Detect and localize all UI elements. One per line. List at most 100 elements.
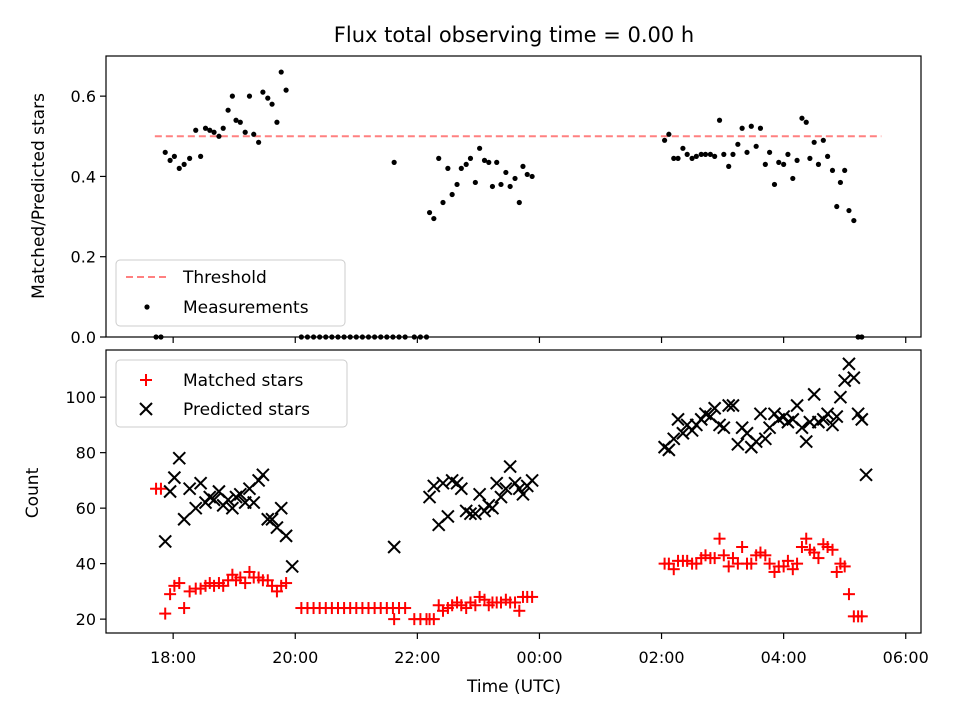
predicted-star-point bbox=[499, 482, 513, 496]
predicted-legend-label: Predicted stars bbox=[183, 400, 310, 420]
count-legend: Matched stars Predicted stars bbox=[115, 359, 348, 428]
count-y-tick-label: 60 bbox=[76, 499, 96, 518]
ratio-legend-box bbox=[115, 259, 346, 327]
measurement-point bbox=[202, 125, 209, 131]
threshold-legend-label: Threshold bbox=[182, 268, 267, 288]
matched-star-point bbox=[159, 607, 172, 620]
measurement-point bbox=[842, 167, 848, 174]
chart-title: Flux total observing time = 0.00 h bbox=[334, 23, 694, 47]
measurement-point bbox=[463, 161, 469, 167]
count-y-ticks: 20 40 60 80 100 bbox=[65, 388, 106, 629]
predicted-star-point bbox=[274, 501, 288, 515]
predicted-star-point bbox=[749, 434, 763, 449]
predicted-star-point bbox=[182, 482, 197, 496]
measurement-point bbox=[283, 87, 289, 93]
measurement-point bbox=[790, 175, 796, 182]
predicted-star-point bbox=[207, 493, 221, 507]
measurement-point bbox=[661, 137, 668, 143]
count-x-tick-label: 00:00 bbox=[516, 648, 562, 667]
measurement-point bbox=[220, 125, 226, 131]
matched-star-point bbox=[164, 588, 177, 601]
ratio-y-tick-label: 0.4 bbox=[71, 167, 96, 186]
matched-star-point bbox=[800, 532, 813, 545]
count-x-tick-label: 20:00 bbox=[272, 648, 318, 667]
measurement-point bbox=[671, 155, 677, 161]
measurements-legend-swatch bbox=[144, 304, 150, 310]
predicted-star-point bbox=[158, 534, 172, 549]
predicted-star-point bbox=[436, 476, 450, 490]
measurement-point bbox=[269, 101, 275, 107]
measurement-point bbox=[846, 207, 852, 214]
predicted-star-point bbox=[667, 432, 681, 446]
count-legend-box bbox=[115, 359, 348, 428]
predicted-star-point bbox=[441, 509, 455, 524]
predicted-star-point bbox=[820, 407, 835, 421]
predicted-star-point bbox=[671, 412, 685, 427]
measurement-point bbox=[251, 131, 257, 137]
measurement-point bbox=[278, 69, 284, 75]
measurement-point bbox=[698, 151, 704, 157]
matched-star-point bbox=[509, 596, 522, 609]
matched-star-point bbox=[722, 560, 735, 573]
measurement-point bbox=[712, 153, 718, 159]
predicted-star-point bbox=[193, 476, 208, 490]
predicted-star-point bbox=[795, 420, 809, 435]
measurement-point bbox=[781, 161, 787, 167]
count-x-tick-label: 02:00 bbox=[638, 648, 684, 667]
measurement-point bbox=[440, 199, 446, 206]
predicted-star-point bbox=[842, 357, 856, 371]
measurement-point bbox=[748, 123, 754, 129]
predicted-star-point bbox=[859, 468, 873, 482]
ratio-marks bbox=[153, 69, 882, 340]
matched-star-point bbox=[239, 577, 252, 590]
matched-legend-swatch bbox=[140, 374, 152, 386]
measurement-point bbox=[449, 191, 455, 198]
count-y-axis-label: Count bbox=[23, 467, 43, 518]
predicted-star-point bbox=[855, 412, 869, 427]
measurement-point bbox=[799, 115, 805, 121]
predicted-star-point bbox=[503, 459, 517, 474]
predicted-star-point bbox=[225, 501, 240, 515]
measurement-point bbox=[834, 203, 840, 210]
measurement-point bbox=[744, 149, 750, 155]
measurement-point bbox=[171, 153, 177, 159]
matched-star-point bbox=[763, 557, 776, 570]
measurement-point bbox=[820, 137, 826, 143]
predicted-star-point bbox=[525, 473, 539, 488]
measurement-point bbox=[181, 161, 187, 167]
measurement-point bbox=[721, 151, 727, 157]
measurement-point bbox=[726, 163, 732, 169]
measurement-point bbox=[815, 161, 822, 167]
count-x-ticks: 18:00 20:00 22:00 00:00 02:00 04:00 06:00 bbox=[150, 633, 929, 667]
matched-star-point bbox=[178, 602, 191, 615]
ratio-y-axis-label: Matched/Predicted stars bbox=[29, 93, 49, 299]
predicted-star-point bbox=[490, 476, 504, 490]
measurement-point bbox=[486, 159, 492, 165]
measurement-point bbox=[503, 169, 509, 176]
measurement-point bbox=[803, 119, 809, 125]
measurement-point bbox=[807, 155, 813, 161]
measurement-point bbox=[762, 161, 768, 167]
measurement-point bbox=[426, 209, 433, 216]
count-y-tick-label: 100 bbox=[65, 388, 96, 407]
measurement-point bbox=[216, 133, 222, 139]
predicted-star-point bbox=[753, 407, 768, 421]
measurement-point bbox=[684, 151, 690, 157]
predicted-star-point bbox=[825, 418, 840, 432]
measurement-point bbox=[265, 95, 271, 101]
measurement-point bbox=[207, 127, 213, 133]
measurement-point bbox=[811, 139, 817, 145]
measurement-point bbox=[445, 165, 451, 171]
measurement-point bbox=[757, 125, 764, 131]
predicted-star-point bbox=[265, 512, 279, 526]
measurement-point bbox=[260, 89, 266, 95]
predicted-star-point bbox=[717, 420, 731, 435]
measurement-point bbox=[498, 181, 504, 188]
measurement-point bbox=[529, 173, 535, 180]
measurement-point bbox=[467, 155, 474, 161]
matched-star-point bbox=[745, 557, 758, 570]
predicted-star-point bbox=[485, 501, 500, 515]
measurement-point bbox=[229, 93, 235, 99]
matched-star-point bbox=[736, 540, 749, 553]
